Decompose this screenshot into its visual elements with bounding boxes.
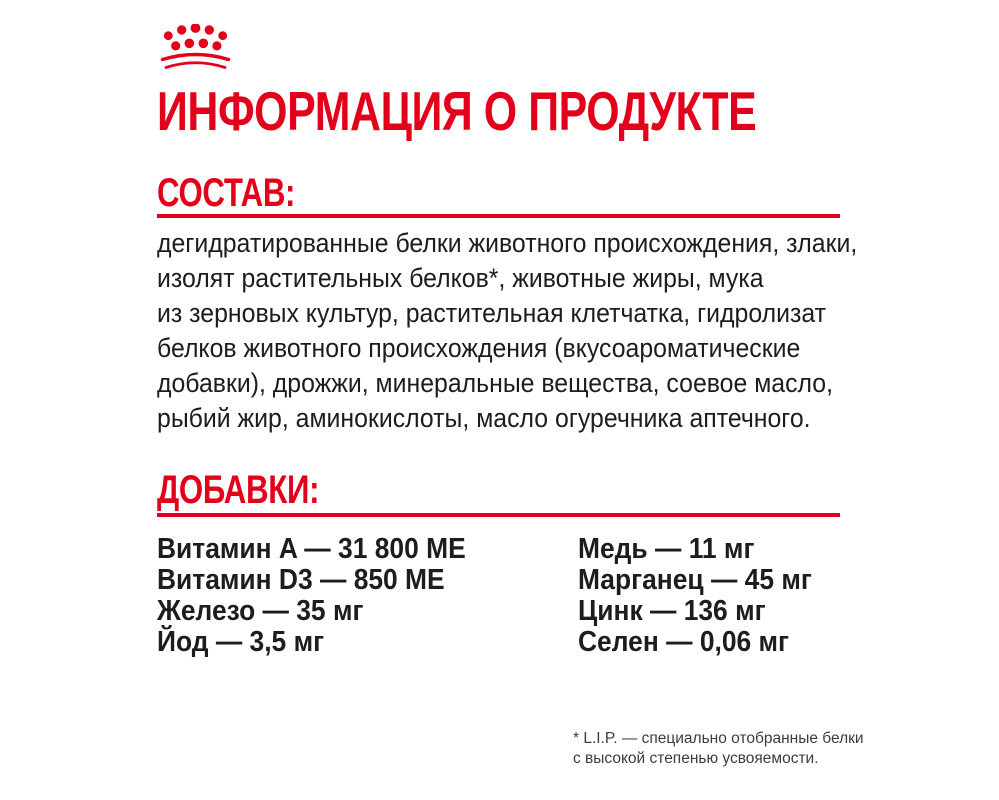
lip-footnote: * L.I.P. — специально отобранные белки с… — [573, 729, 864, 768]
composition-line: добавки), дрожжи, минеральные вещества, … — [157, 368, 834, 398]
composition-line: дегидратированные белки животного происх… — [157, 228, 858, 258]
composition-line: изолят растительных белков*, животные жи… — [157, 263, 764, 293]
page-title-text: ИНФОРМАЦИЯ О ПРОДУКТЕ — [157, 80, 757, 142]
footnote-line: * L.I.P. — специально отобранные белки — [573, 730, 864, 747]
additives-divider — [157, 513, 840, 517]
additive-item: Селен — 0,06 мг — [578, 626, 790, 658]
composition-text: дегидратированные белки животного происх… — [157, 226, 918, 436]
additive-item: Медь — 11 мг — [578, 533, 755, 565]
additive-item: Марганец — 45 мг — [578, 564, 812, 596]
composition-divider — [157, 214, 840, 218]
composition-heading-text: СОСТАВ: — [157, 171, 296, 215]
additives-heading-text: ДОБАВКИ: — [157, 468, 320, 512]
composition-heading: СОСТАВ: — [157, 173, 334, 213]
composition-line: белков животного происхождения (вкусоаро… — [157, 333, 801, 363]
footnote-line: с высокой степенью усвояемости. — [573, 749, 819, 767]
crown-logo-icon — [160, 24, 231, 69]
additive-item: Йод — 3,5 мг — [157, 626, 325, 658]
additives-heading: ДОБАВКИ: — [157, 470, 365, 510]
additive-item: Витамин A — 31 800 МЕ — [157, 533, 466, 565]
additive-item: Цинк — 136 мг — [578, 595, 766, 627]
additives-right-column: Медь — 11 мг Марганец — 45 мг Цинк — 136… — [578, 534, 835, 658]
page-title: ИНФОРМАЦИЯ О ПРОДУКТЕ — [157, 84, 925, 139]
composition-line: рыбий жир, аминокислоты, масло огуречник… — [157, 403, 811, 433]
additive-item: Витамин D3 — 850 МЕ — [157, 564, 445, 596]
additive-item: Железо — 35 мг — [157, 595, 364, 627]
composition-line: из зерновых культур, растительная клетча… — [157, 298, 826, 328]
additives-left-column: Витамин A — 31 800 МЕ Витамин D3 — 850 М… — [157, 534, 496, 658]
